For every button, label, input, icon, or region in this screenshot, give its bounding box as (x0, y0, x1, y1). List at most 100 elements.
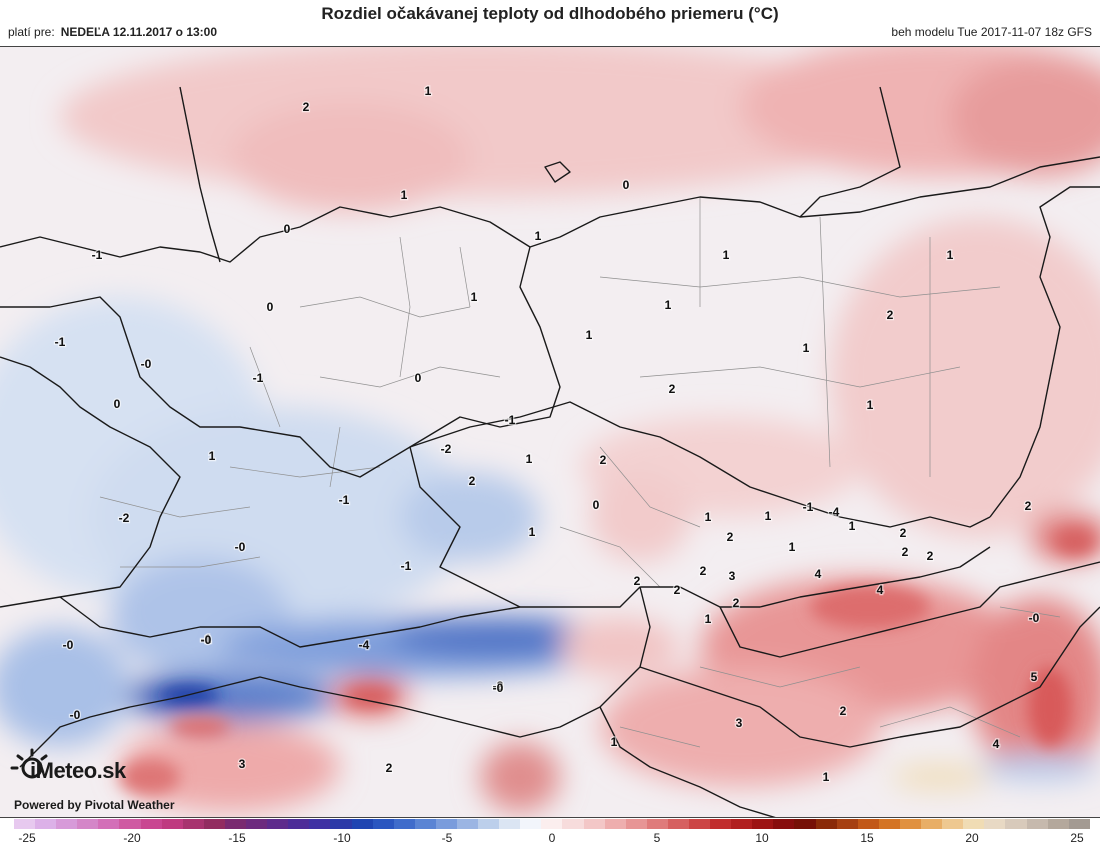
map-value-label: -2 (493, 679, 504, 693)
map-value-label-halo: 2 (900, 526, 907, 540)
legend-color-cell (984, 819, 1006, 829)
map-value-label-halo: 1 (425, 84, 432, 98)
map-value-label-halo: 2 (733, 596, 740, 610)
map-value-label: 1 (209, 449, 216, 463)
map-title: Rozdiel očakávanej teploty od dlhodobého… (321, 4, 779, 23)
legend-color-cell (203, 819, 225, 829)
legend-color-cell (499, 819, 521, 829)
map-value-label: 0 (114, 397, 121, 411)
map-value-label-halo: 5 (1031, 670, 1038, 684)
temperature-anomaly-map: 2 2 1 1 1 1 0 0 1 1 0 0 -1 -1 1 1 1 1 0 0 1 1 1 1 1 1 2 2 1 1 1 1 2 2 -1 -1… (0, 46, 1100, 818)
map-value-label-halo: -1 (201, 632, 212, 646)
map-value-label-halo: 2 (469, 474, 476, 488)
map-labels: 2 2 1 1 1 1 0 0 1 1 0 0 -1 -1 1 1 1 1 0 0 1 1 1 1 1 1 2 2 1 1 1 1 2 2 -1 -1… (53, 83, 1040, 786)
map-value-label-halo: 0 (415, 371, 422, 385)
legend-color-cell (815, 819, 837, 829)
map-value-label: 0 (593, 498, 600, 512)
map-value-label: 2 (1025, 499, 1032, 513)
map-value-label-halo: 2 (840, 704, 847, 718)
france-border (0, 356, 181, 608)
legend-color-cell (1068, 819, 1090, 829)
legend-tick-label: -25 (18, 831, 36, 845)
map-value-label-halo: -1 (505, 413, 516, 427)
map-value-label: 2 (902, 545, 909, 559)
legend-color-cell (794, 819, 816, 829)
map-value-label: 1 (401, 188, 408, 202)
legend-color-cell (731, 819, 753, 829)
map-value-label: 2 (840, 704, 847, 718)
legend-color-cell (752, 819, 774, 829)
map-value-label-halo: 2 (303, 100, 310, 114)
map-value-label-halo: -0 (493, 681, 504, 695)
legend-color-cell (56, 819, 78, 829)
legend-color-cell (14, 819, 36, 829)
map-value-label: -1 (55, 335, 66, 349)
map-value-label: 4 (877, 583, 884, 597)
map-value-label: -1 (401, 559, 412, 573)
baltic-border (799, 86, 901, 218)
map-value-label-halo: 2 (902, 545, 909, 559)
map-value-label-halo: 0 (623, 178, 630, 192)
map-value-label: 1 (803, 341, 810, 355)
map-value-label: 2 (900, 526, 907, 540)
map-value-label: -1 (92, 248, 103, 262)
map-value-label-halo: -2 (119, 511, 130, 525)
legend-color-cell (1047, 819, 1069, 829)
map-value-label-halo: -1 (401, 559, 412, 573)
legend-color-cell (541, 819, 563, 829)
map-value-label-halo: 1 (947, 248, 954, 262)
legend-color-cell (140, 819, 162, 829)
legend-color-cell (646, 819, 668, 829)
color-legend: -25 -20 -15 -10 -5 0 5 10 15 20 25 (0, 819, 1100, 850)
map-value-label: 1 (867, 398, 874, 412)
map-value-label-halo: 1 (705, 612, 712, 626)
map-value-label-halo: 1 (723, 248, 730, 262)
map-value-label-halo: 2 (887, 308, 894, 322)
map-value-label-halo: 3 (736, 716, 743, 730)
legend-tick-label: 5 (653, 831, 661, 845)
map-value-label: -2 (441, 442, 452, 456)
map-value-label: -0 (1029, 611, 1040, 625)
legend-tick-labels: -25 -20 -15 -10 -5 0 5 10 15 20 25 (14, 831, 1090, 847)
map-value-label-halo: -1 (92, 248, 103, 262)
legend-tick-label: 0 (548, 831, 556, 845)
legend-color-cell (224, 819, 247, 829)
map-value-label: 1 (535, 229, 542, 243)
map-value-label: 1 (849, 519, 856, 533)
map-value-label: 3 (239, 757, 246, 771)
legend-color-cell (478, 819, 500, 829)
country-borders (0, 86, 1100, 817)
map-value-label-halo: 1 (401, 188, 408, 202)
map-value-label-halo: 3 (239, 757, 246, 771)
map-value-label-halo: 0 (267, 300, 274, 314)
map-value-label-halo: 1 (529, 525, 536, 539)
map-value-label: 2 (634, 574, 641, 588)
northern-coastline (0, 156, 1100, 263)
map-value-label: 2 (469, 474, 476, 488)
map-canvas: 2 2 1 1 1 1 0 0 1 1 0 0 -1 -1 1 1 1 1 0 0 1 1 1 1 1 1 2 2 1 1 1 1 2 2 -1 -1… (0, 47, 1100, 817)
legend-tick-label: -20 (123, 831, 141, 845)
map-value-label-halo: -0 (141, 357, 152, 371)
legend-color-cell (35, 819, 57, 829)
legend-color-cell (309, 819, 331, 829)
legend-color-cell (667, 819, 689, 829)
map-value-label: 1 (471, 290, 478, 304)
map-value-label: -0 (141, 357, 152, 371)
legend-color-cell (583, 819, 605, 829)
map-value-label: -0 (235, 540, 246, 554)
slovakia-hungary-border (719, 561, 1100, 658)
denmark-border (179, 86, 221, 263)
legend-color-cell (119, 819, 141, 829)
legend-color-cell (456, 819, 479, 829)
map-value-label: 5 (1031, 670, 1038, 684)
map-value-label: 1 (705, 510, 712, 524)
map-value-label: -2 (119, 511, 130, 525)
map-value-label-halo: 1 (209, 449, 216, 463)
map-value-label-halo: 2 (600, 453, 607, 467)
legend-color-cell (1005, 819, 1027, 829)
legend-color-cell (942, 819, 964, 829)
map-value-label-halo: -0 (1029, 611, 1040, 625)
map-value-label: 1 (723, 248, 730, 262)
region-borders (99, 197, 1061, 748)
legend-tick-label: 15 (860, 831, 874, 845)
